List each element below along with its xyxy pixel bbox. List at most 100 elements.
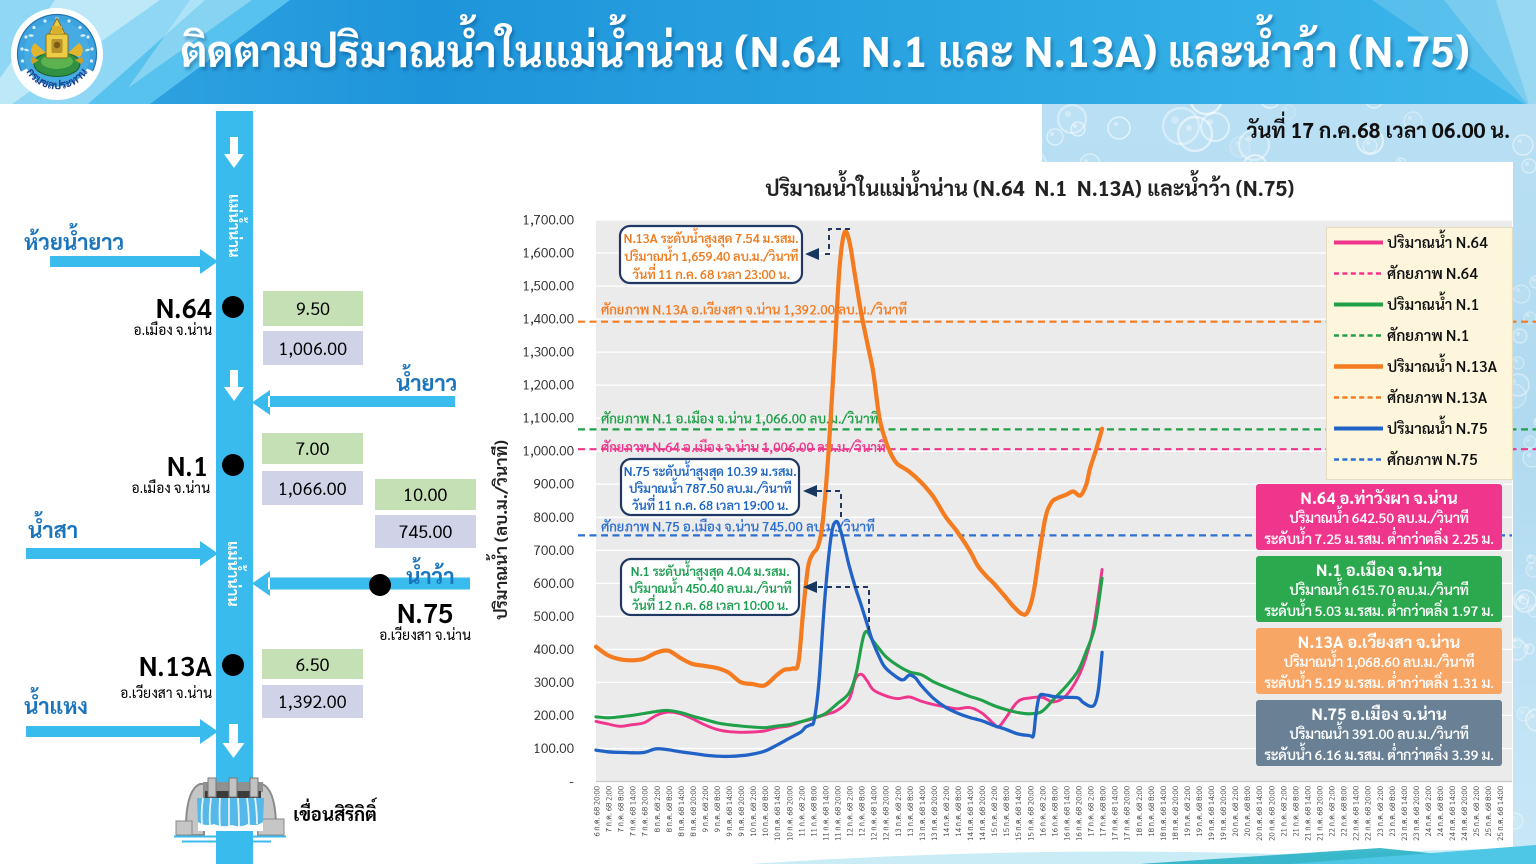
svg-text:24 ก.ค. 68 20:00: 24 ก.ค. 68 20:00 xyxy=(1458,786,1469,841)
svg-text:10 ก.ค. 68 14:00: 10 ก.ค. 68 14:00 xyxy=(771,786,782,841)
svg-text:17 ก.ค. 68 14:00: 17 ก.ค. 68 14:00 xyxy=(1109,786,1120,841)
svg-text:23 ก.ค. 68 2:00: 23 ก.ค. 68 2:00 xyxy=(1374,786,1385,837)
svg-text:22 ก.ค. 68 2:00: 22 ก.ค. 68 2:00 xyxy=(1326,786,1337,837)
svg-text:13 ก.ค. 68 8:00: 13 ก.ค. 68 8:00 xyxy=(904,786,915,837)
svg-text:1,200.00: 1,200.00 xyxy=(523,377,574,394)
svg-text:9 ก.ค. 68 20:00: 9 ก.ค. 68 20:00 xyxy=(735,786,746,837)
svg-text:22 ก.ค. 68 14:00: 22 ก.ค. 68 14:00 xyxy=(1350,786,1361,841)
svg-text:7 ก.ค. 68 2:00: 7 ก.ค. 68 2:00 xyxy=(603,786,614,832)
svg-text:24 ก.ค. 68 2:00: 24 ก.ค. 68 2:00 xyxy=(1422,786,1433,837)
svg-text:20 ก.ค. 68 14:00: 20 ก.ค. 68 14:00 xyxy=(1253,786,1264,841)
svg-text:22 ก.ค. 68 8:00: 22 ก.ค. 68 8:00 xyxy=(1338,786,1349,837)
svg-text:12 ก.ค. 68 20:00: 12 ก.ค. 68 20:00 xyxy=(880,786,891,841)
svg-text:1,500.00: 1,500.00 xyxy=(523,278,574,295)
svg-text:1,400.00: 1,400.00 xyxy=(523,311,574,328)
svg-text:ศักยภาพ N.13A: ศักยภาพ N.13A xyxy=(1387,387,1488,407)
svg-text:-: - xyxy=(569,773,574,790)
svg-text:11 ก.ค. 68 20:00: 11 ก.ค. 68 20:00 xyxy=(832,786,843,841)
svg-text:ปริมาณน้ำ N.64: ปริมาณน้ำ N.64 xyxy=(1387,228,1488,252)
svg-text:12 ก.ค. 68 2:00: 12 ก.ค. 68 2:00 xyxy=(844,786,855,837)
svg-text:13 ก.ค. 68 2:00: 13 ก.ค. 68 2:00 xyxy=(892,786,903,837)
svg-text:19 ก.ค. 68 20:00: 19 ก.ค. 68 20:00 xyxy=(1217,786,1228,841)
svg-text:25 ก.ค. 68 14:00: 25 ก.ค. 68 14:00 xyxy=(1494,786,1505,841)
svg-text:ศักยภาพ N.1: ศักยภาพ N.1 xyxy=(1387,325,1469,345)
svg-text:10 ก.ค. 68 8:00: 10 ก.ค. 68 8:00 xyxy=(759,786,770,837)
svg-text:900.00: 900.00 xyxy=(533,476,574,493)
svg-text:10 ก.ค. 68 2:00: 10 ก.ค. 68 2:00 xyxy=(747,786,758,837)
svg-text:19 ก.ค. 68 8:00: 19 ก.ค. 68 8:00 xyxy=(1193,786,1204,837)
svg-text:400.00: 400.00 xyxy=(533,641,574,658)
svg-text:24 ก.ค. 68 8:00: 24 ก.ค. 68 8:00 xyxy=(1434,786,1445,837)
svg-text:N.13A ระดับน้ำสูงสุด 7.54 ม.รส: N.13A ระดับน้ำสูงสุด 7.54 ม.รสม. xyxy=(624,225,799,248)
svg-text:21 ก.ค. 68 20:00: 21 ก.ค. 68 20:00 xyxy=(1314,786,1325,841)
svg-text:16 ก.ค. 68 2:00: 16 ก.ค. 68 2:00 xyxy=(1036,786,1047,837)
svg-text:15 ก.ค. 68 14:00: 15 ก.ค. 68 14:00 xyxy=(1012,786,1023,841)
svg-text:ศักยภาพ N.75: ศักยภาพ N.75 xyxy=(1387,449,1478,469)
svg-text:9 ก.ค. 68 14:00: 9 ก.ค. 68 14:00 xyxy=(723,786,734,837)
svg-text:7 ก.ค. 68 14:00: 7 ก.ค. 68 14:00 xyxy=(627,786,638,837)
svg-text:6 ก.ค. 68 20:00: 6 ก.ค. 68 20:00 xyxy=(591,786,602,837)
svg-text:ปริมาณน้ำ N.13A: ปริมาณน้ำ N.13A xyxy=(1387,352,1498,376)
svg-text:21 ก.ค. 68 2:00: 21 ก.ค. 68 2:00 xyxy=(1277,786,1288,837)
svg-text:18 ก.ค. 68 8:00: 18 ก.ค. 68 8:00 xyxy=(1145,786,1156,837)
svg-text:200.00: 200.00 xyxy=(533,707,574,724)
svg-text:23 ก.ค. 68 20:00: 23 ก.ค. 68 20:00 xyxy=(1410,786,1421,841)
svg-text:วันที่ 12 ก.ค. 68 เวลา 10:00 น: วันที่ 12 ก.ค. 68 เวลา 10:00 น. xyxy=(632,593,788,613)
svg-text:25 ก.ค. 68 2:00: 25 ก.ค. 68 2:00 xyxy=(1470,786,1481,837)
svg-text:17 ก.ค. 68 2:00: 17 ก.ค. 68 2:00 xyxy=(1085,786,1096,837)
svg-text:500.00: 500.00 xyxy=(533,608,574,625)
svg-text:N.1 ระดับน้ำสูงสุด 4.04 ม.รสม.: N.1 ระดับน้ำสูงสุด 4.04 ม.รสม. xyxy=(631,558,790,581)
svg-text:25 ก.ค. 68 8:00: 25 ก.ค. 68 8:00 xyxy=(1482,786,1493,837)
svg-text:1,600.00: 1,600.00 xyxy=(523,245,574,262)
svg-text:13 ก.ค. 68 20:00: 13 ก.ค. 68 20:00 xyxy=(928,786,939,841)
svg-text:14 ก.ค. 68 20:00: 14 ก.ค. 68 20:00 xyxy=(976,786,987,841)
svg-text:11 ก.ค. 68 2:00: 11 ก.ค. 68 2:00 xyxy=(795,786,806,837)
svg-text:11 ก.ค. 68 8:00: 11 ก.ค. 68 8:00 xyxy=(807,786,818,837)
svg-text:ศักยภาพ N.75 อ.เมือง จ.น่าน 74: ศักยภาพ N.75 อ.เมือง จ.น่าน 745.00 ลบ.ม.… xyxy=(601,517,875,535)
svg-text:12 ก.ค. 68 8:00: 12 ก.ค. 68 8:00 xyxy=(856,786,867,837)
svg-text:14 ก.ค. 68 8:00: 14 ก.ค. 68 8:00 xyxy=(952,786,963,837)
svg-text:7 ก.ค. 68 8:00: 7 ก.ค. 68 8:00 xyxy=(615,786,626,832)
svg-text:1,700.00: 1,700.00 xyxy=(523,212,574,229)
svg-text:9 ก.ค. 68 2:00: 9 ก.ค. 68 2:00 xyxy=(699,786,710,832)
svg-text:14 ก.ค. 68 14:00: 14 ก.ค. 68 14:00 xyxy=(964,786,975,841)
svg-text:19 ก.ค. 68 14:00: 19 ก.ค. 68 14:00 xyxy=(1205,786,1216,841)
svg-text:12 ก.ค. 68 14:00: 12 ก.ค. 68 14:00 xyxy=(868,786,879,841)
svg-text:ปริมาณน้ำ 787.50 ลบ.ม./วินาที: ปริมาณน้ำ 787.50 ลบ.ม./วินาที xyxy=(629,475,792,496)
svg-text:ปริมาณน้ำ N.1: ปริมาณน้ำ N.1 xyxy=(1387,290,1479,314)
svg-text:15 ก.ค. 68 2:00: 15 ก.ค. 68 2:00 xyxy=(988,786,999,837)
svg-text:9 ก.ค. 68 8:00: 9 ก.ค. 68 8:00 xyxy=(711,786,722,832)
svg-text:800.00: 800.00 xyxy=(533,509,574,526)
svg-text:ศักยภาพ N.64 อ.เมือง จ.น่าน 1,: ศักยภาพ N.64 อ.เมือง จ.น่าน 1,006.00 ลบ.… xyxy=(601,438,886,456)
svg-text:8 ก.ค. 68 2:00: 8 ก.ค. 68 2:00 xyxy=(651,786,662,832)
svg-text:700.00: 700.00 xyxy=(533,542,574,559)
svg-text:ศักยภาพ N.64: ศักยภาพ N.64 xyxy=(1387,263,1478,283)
svg-text:ศักยภาพ N.13A อ.เวียงสา จ.น่าน: ศักยภาพ N.13A อ.เวียงสา จ.น่าน 1,392.00 … xyxy=(601,301,907,319)
svg-text:21 ก.ค. 68 14:00: 21 ก.ค. 68 14:00 xyxy=(1302,786,1313,841)
svg-text:ปริมาณน้ำ N.75: ปริมาณน้ำ N.75 xyxy=(1387,414,1488,438)
svg-text:วันที่ 11 ก.ค. 68 เวลา 19:00 น: วันที่ 11 ก.ค. 68 เวลา 19:00 น. xyxy=(632,493,788,513)
svg-text:18 ก.ค. 68 14:00: 18 ก.ค. 68 14:00 xyxy=(1157,786,1168,841)
svg-text:7 ก.ค. 68 20:00: 7 ก.ค. 68 20:00 xyxy=(639,786,650,837)
svg-text:300.00: 300.00 xyxy=(533,674,574,691)
svg-text:ปริมาณน้ำ 450.40 ลบ.ม./วินาที: ปริมาณน้ำ 450.40 ลบ.ม./วินาที xyxy=(629,575,792,596)
svg-text:20 ก.ค. 68 20:00: 20 ก.ค. 68 20:00 xyxy=(1265,786,1276,841)
svg-text:18 ก.ค. 68 2:00: 18 ก.ค. 68 2:00 xyxy=(1133,786,1144,837)
svg-text:600.00: 600.00 xyxy=(533,575,574,592)
svg-text:23 ก.ค. 68 8:00: 23 ก.ค. 68 8:00 xyxy=(1386,786,1397,837)
svg-text:ปริมาณน้ำ 1,659.40 ลบ.ม./วินาท: ปริมาณน้ำ 1,659.40 ลบ.ม./วินาที xyxy=(624,243,799,264)
svg-text:N.75 ระดับน้ำสูงสุด 10.39 ม.รส: N.75 ระดับน้ำสูงสุด 10.39 ม.รสม. xyxy=(624,458,797,481)
svg-text:17 ก.ค. 68 8:00: 17 ก.ค. 68 8:00 xyxy=(1097,786,1108,837)
svg-text:16 ก.ค. 68 20:00: 16 ก.ค. 68 20:00 xyxy=(1073,786,1084,841)
svg-text:8 ก.ค. 68 14:00: 8 ก.ค. 68 14:00 xyxy=(675,786,686,837)
svg-text:100.00: 100.00 xyxy=(533,740,574,757)
svg-text:15 ก.ค. 68 8:00: 15 ก.ค. 68 8:00 xyxy=(1000,786,1011,837)
svg-text:20 ก.ค. 68 2:00: 20 ก.ค. 68 2:00 xyxy=(1229,786,1240,837)
svg-text:18 ก.ค. 68 20:00: 18 ก.ค. 68 20:00 xyxy=(1169,786,1180,841)
svg-text:1,000.00: 1,000.00 xyxy=(523,443,574,460)
svg-text:22 ก.ค. 68 20:00: 22 ก.ค. 68 20:00 xyxy=(1362,786,1373,841)
svg-text:11 ก.ค. 68 14:00: 11 ก.ค. 68 14:00 xyxy=(820,786,831,841)
svg-text:19 ก.ค. 68 2:00: 19 ก.ค. 68 2:00 xyxy=(1181,786,1192,837)
svg-text:24 ก.ค. 68 14:00: 24 ก.ค. 68 14:00 xyxy=(1446,786,1457,841)
svg-text:15 ก.ค. 68 20:00: 15 ก.ค. 68 20:00 xyxy=(1024,786,1035,841)
